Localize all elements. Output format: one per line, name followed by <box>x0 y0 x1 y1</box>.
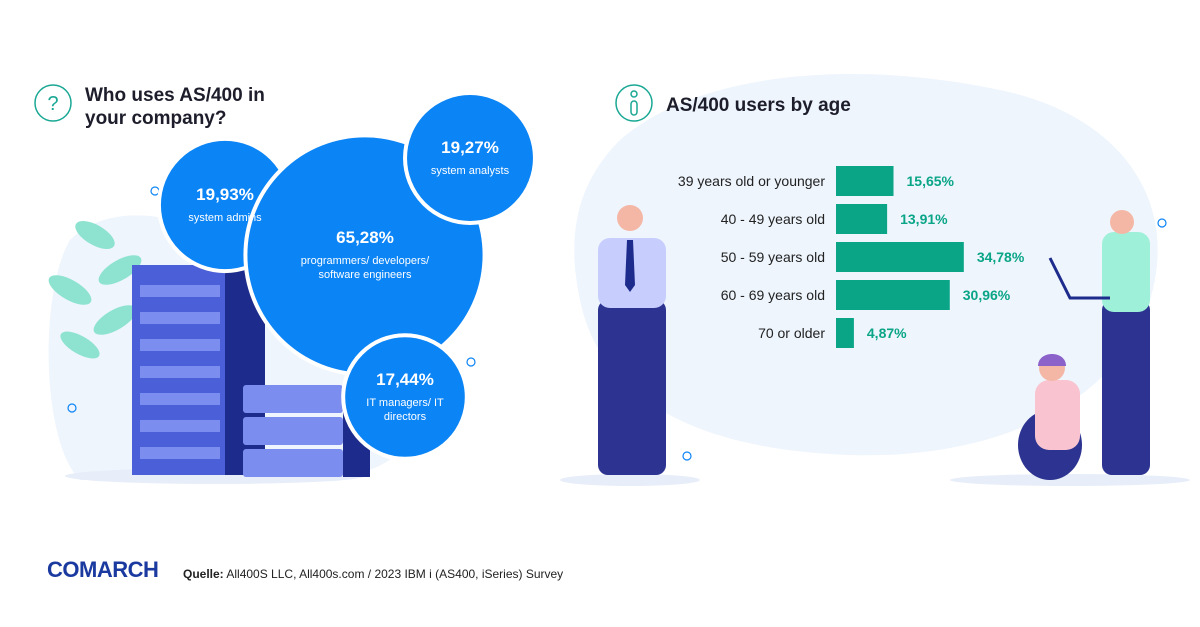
bubble-label: 19,27% system analysts <box>428 138 512 178</box>
question-icon: ? <box>47 93 58 115</box>
bubble-label: 17,44% IT managers/ IT directors <box>365 370 445 424</box>
server-slots <box>140 285 220 459</box>
bubble-category: programmers/ developers/ software engine… <box>300 255 430 281</box>
source-text: All400S LLC, All400s.com / 2023 IBM i (A… <box>226 567 564 581</box>
info-icon <box>630 90 638 116</box>
bar <box>836 166 894 196</box>
bar <box>836 242 964 272</box>
source-label: Quelle: <box>183 567 224 581</box>
shadow <box>560 474 700 486</box>
value-label: 34,78% <box>976 249 1025 265</box>
icons <box>34 84 653 122</box>
person-sitting <box>1018 354 1082 480</box>
category-label: 39 years old or younger <box>677 173 825 189</box>
bubble-label: 65,28% programmers/ developers/ software … <box>299 228 431 282</box>
bubble-value: 19,93% <box>196 185 254 204</box>
bubble-label: 19,93% system admins <box>182 185 268 225</box>
bar <box>836 280 950 310</box>
person-standing <box>598 205 666 475</box>
bar <box>836 204 888 234</box>
value-label: 4,87% <box>866 325 907 341</box>
value-label: 15,65% <box>906 173 954 189</box>
chart-title: Who uses AS/400 in your company? <box>85 85 265 129</box>
category-label: 50 - 59 years old <box>720 249 825 265</box>
bubble-value: 17,44% <box>376 370 434 389</box>
bubble <box>341 333 469 461</box>
bubble-category: system analysts <box>430 165 510 177</box>
server-units <box>243 385 343 477</box>
category-label: 40 - 49 years old <box>720 211 825 227</box>
bar <box>836 318 854 348</box>
value-label: 13,91% <box>900 211 948 227</box>
brand-logo: COMARCH <box>47 557 159 582</box>
shadow <box>950 474 1190 486</box>
bubble-value: 65,28% <box>336 228 394 247</box>
bubble-value: 19,27% <box>441 138 499 157</box>
person-laptop <box>1048 210 1150 475</box>
value-label: 30,96% <box>962 287 1011 303</box>
bubble-category: system admins <box>188 212 262 224</box>
category-label: 60 - 69 years old <box>720 287 825 303</box>
plant <box>48 221 142 359</box>
category-label: 70 or older <box>758 325 825 341</box>
source: Quelle: All400S LLC, All400s.com / 2023 … <box>183 567 563 581</box>
chart-title: AS/400 users by age <box>666 95 851 116</box>
bubble-category: IT managers/ IT directors <box>366 397 444 423</box>
bubble <box>403 91 537 225</box>
